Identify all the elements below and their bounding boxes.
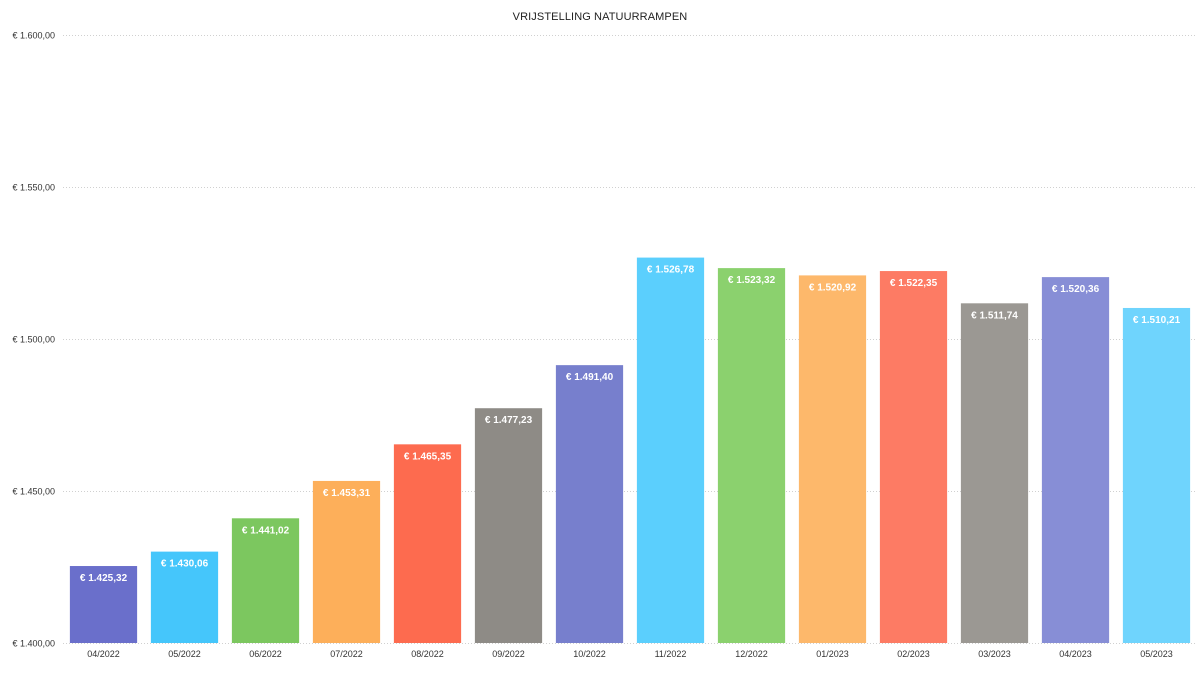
- bar: [393, 444, 462, 643]
- bar: [960, 303, 1029, 643]
- bar: [474, 408, 543, 643]
- data-label: € 1.522,35: [890, 278, 938, 289]
- data-labels: € 1.425,32 € 1.430,06 € 1.441,02 € 1.453,31…: [80, 265, 1181, 584]
- data-label: € 1.430,06: [161, 559, 209, 570]
- y-tick-label: € 1.400,00: [12, 639, 55, 649]
- y-axis-tick-labels: € 1.400,00 € 1.450,00 € 1.500,00 € 1.550,00…: [12, 31, 55, 649]
- data-label: € 1.511,74: [971, 310, 1018, 321]
- x-tick-label: 06/2022: [249, 649, 282, 659]
- y-tick-label: € 1.600,00: [12, 31, 55, 41]
- data-label: € 1.477,23: [485, 415, 533, 426]
- bar: [1041, 277, 1110, 643]
- chart-title: VRIJSTELLING NATUURRAMPEN: [512, 11, 688, 23]
- bar: [312, 480, 381, 643]
- bar: [717, 268, 786, 643]
- x-tick-label: 08/2022: [411, 649, 444, 659]
- bars: [69, 257, 1191, 643]
- bar: [231, 518, 300, 643]
- data-label: € 1.465,35: [404, 451, 452, 462]
- x-tick-label: 04/2023: [1059, 649, 1092, 659]
- x-tick-label: 03/2023: [978, 649, 1011, 659]
- data-label: € 1.453,31: [323, 488, 371, 499]
- x-tick-label: 05/2022: [168, 649, 201, 659]
- y-tick-label: € 1.450,00: [12, 487, 55, 497]
- data-label: € 1.510,21: [1133, 315, 1181, 326]
- x-tick-label: 01/2023: [816, 649, 849, 659]
- bar: [1122, 307, 1191, 643]
- bar: [636, 257, 705, 643]
- x-tick-label: 04/2022: [87, 649, 120, 659]
- data-label: € 1.520,92: [809, 282, 857, 293]
- data-label: € 1.425,32: [80, 573, 128, 584]
- bar: [69, 566, 138, 643]
- y-tick-label: € 1.500,00: [12, 335, 55, 345]
- data-label: € 1.526,78: [647, 265, 695, 276]
- data-label: € 1.491,40: [566, 372, 614, 383]
- bar: [150, 551, 219, 643]
- bar: [879, 271, 948, 643]
- x-tick-label: 12/2022: [735, 649, 768, 659]
- y-tick-label: € 1.550,00: [12, 183, 55, 193]
- x-tick-label: 11/2022: [655, 649, 687, 659]
- x-tick-label: 05/2023: [1140, 649, 1173, 659]
- x-tick-label: 09/2022: [492, 649, 525, 659]
- bar: [798, 275, 867, 643]
- data-label: € 1.523,32: [728, 275, 776, 286]
- bar: [555, 365, 624, 643]
- x-tick-label: 02/2023: [897, 649, 930, 659]
- data-label: € 1.520,36: [1052, 284, 1100, 295]
- x-tick-label: 10/2022: [573, 649, 606, 659]
- data-label: € 1.441,02: [242, 525, 290, 536]
- x-tick-label: 07/2022: [330, 649, 363, 659]
- x-axis-tick-labels: 04/2022 05/2022 06/2022 07/2022 08/2022 09/20…: [87, 649, 1173, 659]
